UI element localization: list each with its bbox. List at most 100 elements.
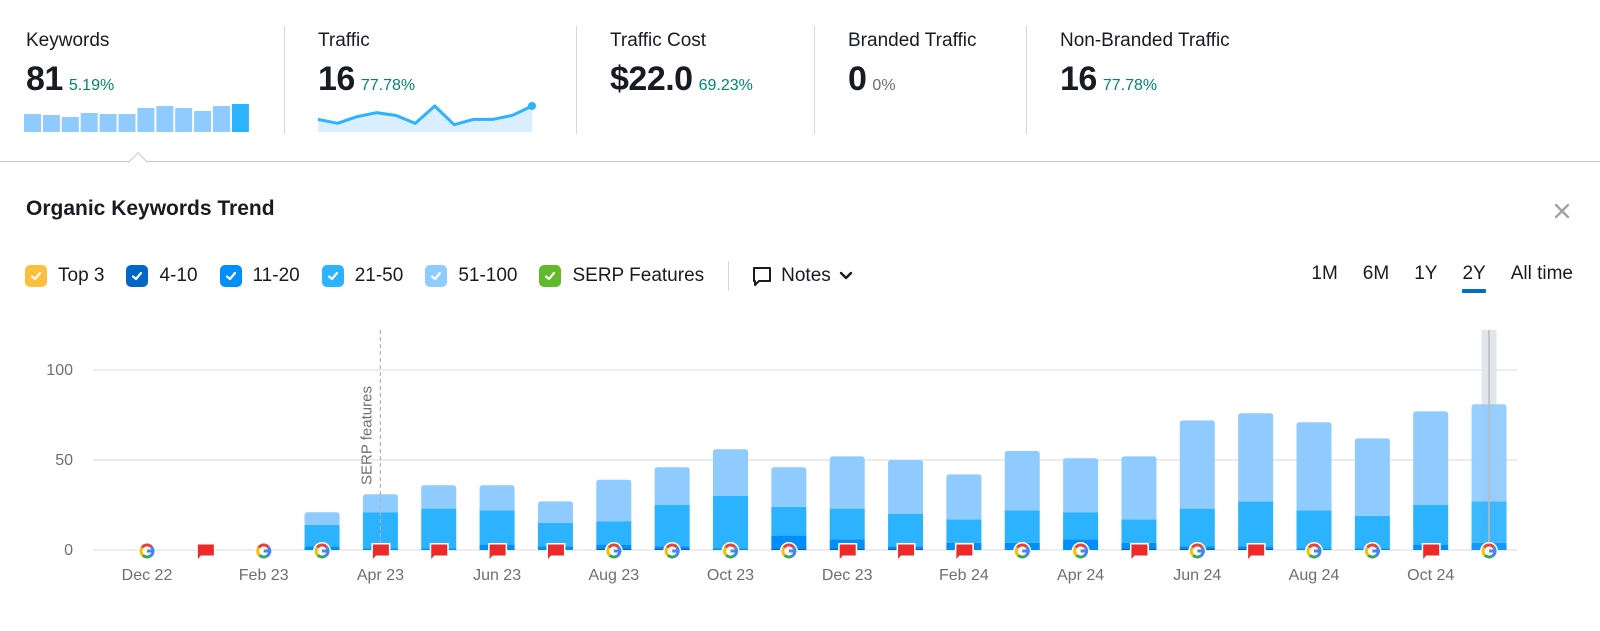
bar-stack[interactable] [1354,438,1390,550]
checkbox-icon[interactable] [219,265,242,287]
note-flag-icon[interactable] [546,543,566,562]
bar-segment-51-100[interactable] [1063,458,1099,513]
bar-stack[interactable] [654,467,690,550]
close-button[interactable] [1551,200,1573,222]
metric-non-branded-traffic[interactable]: Non-Branded Traffic 16 77.78% [1060,26,1280,134]
bar-segment-21-50[interactable] [421,508,457,549]
legend-top-3[interactable]: Top 3 [25,265,104,287]
google-update-icon[interactable] [254,542,273,560]
google-update-icon[interactable] [1071,542,1090,560]
google-update-icon[interactable] [1188,542,1207,560]
bar-segment-21-50[interactable] [888,514,924,547]
bar-segment-21-50[interactable] [1413,505,1449,545]
note-flag-icon[interactable] [1246,543,1266,562]
period-6m[interactable]: 6M [1362,263,1390,284]
bar-segment-51-100[interactable] [1121,456,1157,520]
bar-stack[interactable] [421,485,457,550]
period-2y[interactable]: 2Y [1462,263,1486,293]
bar-stack[interactable] [946,474,982,550]
google-update-icon[interactable] [138,542,156,560]
note-flag-icon[interactable] [196,543,216,562]
bar-stack[interactable] [1296,422,1332,550]
bar-segment-21-50[interactable] [771,506,807,536]
bar-stack[interactable] [537,501,573,550]
google-update-icon[interactable] [1363,542,1382,560]
bar-segment-51-100[interactable] [1004,451,1040,511]
google-update-icon[interactable] [779,542,798,560]
metric-branded-traffic[interactable]: Branded Traffic 0 0% [848,26,1028,134]
legend-serp-features[interactable]: SERP Features [539,265,704,287]
google-update-icon[interactable] [663,542,682,560]
bar-stack[interactable] [1121,456,1157,550]
google-update-icon[interactable] [604,542,623,560]
note-flag-icon[interactable] [896,543,916,562]
checkbox-icon[interactable] [539,265,562,287]
bar-segment-51-100[interactable] [596,479,632,522]
bar-segment-51-100[interactable] [888,460,924,514]
period-all-time[interactable]: All time [1510,263,1573,284]
bar-stack[interactable] [1063,458,1099,550]
bar-segment-21-50[interactable] [1063,512,1099,540]
bar-stack[interactable] [1004,451,1040,550]
bar-segment-51-100[interactable] [421,485,457,509]
checkbox-icon[interactable] [126,265,149,287]
bar-stack[interactable] [596,479,632,550]
bar-stack[interactable] [1179,420,1215,550]
bar-stack[interactable] [771,467,807,550]
bar-segment-21-50[interactable] [829,508,865,540]
google-update-icon[interactable] [721,542,740,560]
bar-segment-51-100[interactable] [946,474,982,520]
note-flag-icon[interactable] [371,543,391,562]
bar-segment-21-50[interactable] [713,496,748,549]
notes-dropdown[interactable]: Notes [751,265,853,287]
note-flag-icon[interactable] [429,543,449,562]
google-update-icon[interactable] [1305,542,1323,560]
legend-4-10[interactable]: 4-10 [126,265,198,287]
bar-segment-51-100[interactable] [537,501,573,523]
bar-segment-21-50[interactable] [946,519,982,543]
legend-21-50[interactable]: 21-50 [321,265,403,287]
bar-segment-51-100[interactable] [1296,422,1332,511]
bar-stack[interactable] [829,456,865,550]
bar-segment-51-100[interactable] [1238,413,1274,502]
bar-segment-21-50[interactable] [1121,519,1157,543]
bar-segment-51-100[interactable] [479,485,515,511]
bar-segment-51-100[interactable] [362,494,398,513]
bar-segment-51-100[interactable] [771,467,807,507]
bar-segment-51-100[interactable] [829,456,865,509]
metric-traffic[interactable]: Traffic 16 77.78% [318,26,558,134]
bar-segment-21-50[interactable] [304,524,340,547]
bar-stack[interactable] [1413,411,1449,550]
note-flag-icon[interactable] [1129,543,1149,562]
bar-segment-21-50[interactable] [537,523,573,547]
google-update-icon[interactable] [1013,542,1032,560]
period-1y[interactable]: 1Y [1414,263,1438,284]
bar-stack[interactable] [1238,413,1274,550]
bar-stack[interactable] [479,485,515,550]
google-update-icon[interactable] [1480,542,1499,560]
bar-segment-21-50[interactable] [1004,510,1040,543]
period-1m[interactable]: 1M [1311,263,1338,284]
bar-segment-21-50[interactable] [479,510,515,545]
bar-segment-11-20[interactable] [771,535,807,549]
bar-segment-51-100[interactable] [713,449,748,496]
bar-segment-21-50[interactable] [654,505,690,547]
checkbox-icon[interactable] [25,265,47,287]
google-update-icon[interactable] [313,542,332,560]
note-flag-icon[interactable] [1421,543,1441,562]
bar-segment-21-50[interactable] [596,521,632,545]
note-flag-icon[interactable] [488,543,508,562]
bar-segment-51-100[interactable] [1179,420,1215,509]
bar-stack[interactable] [888,460,924,550]
legend-11-20[interactable]: 11-20 [219,265,300,287]
note-flag-icon[interactable] [954,543,974,562]
metric-keywords[interactable]: Keywords 81 5.19% [26,26,266,134]
note-flag-icon[interactable] [838,543,858,562]
bar-segment-21-50[interactable] [1296,510,1332,549]
bar-segment-51-100[interactable] [1413,411,1449,505]
bar-segment-51-100[interactable] [1354,438,1390,516]
bar-segment-21-50[interactable] [1238,501,1274,547]
bar-stack[interactable] [713,449,748,550]
bar-segment-51-100[interactable] [304,512,340,525]
checkbox-icon[interactable] [425,265,448,287]
